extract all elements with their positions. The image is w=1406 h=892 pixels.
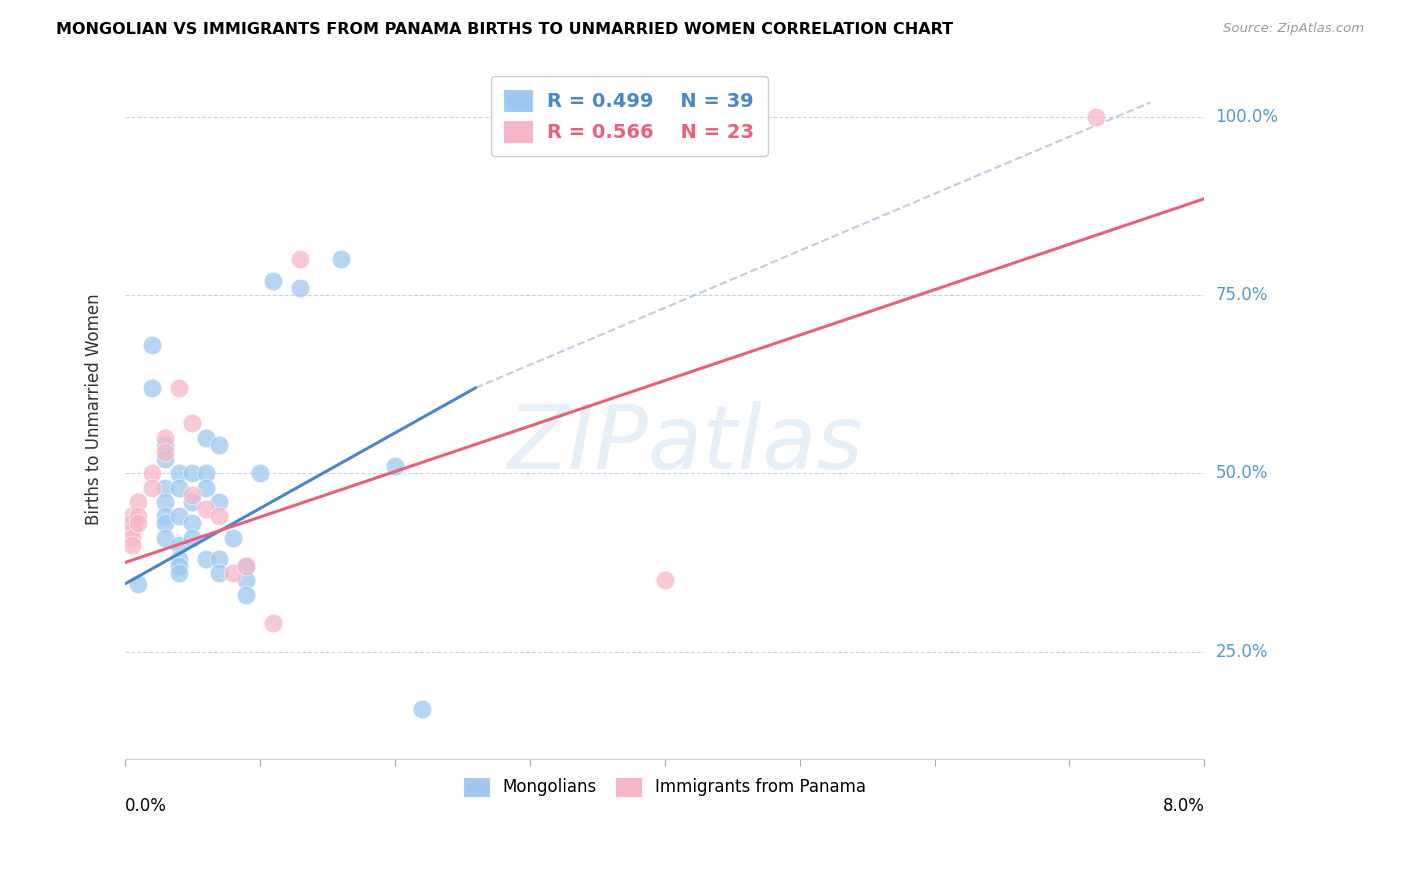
Point bbox=[167, 559, 190, 574]
Point bbox=[1085, 110, 1108, 124]
Point bbox=[290, 252, 312, 267]
Point bbox=[167, 381, 190, 395]
Point bbox=[181, 495, 204, 509]
Point bbox=[127, 577, 149, 591]
Point bbox=[127, 495, 149, 509]
Point bbox=[181, 531, 204, 545]
Point bbox=[181, 417, 204, 431]
Point bbox=[155, 509, 177, 524]
Text: 100.0%: 100.0% bbox=[1216, 108, 1278, 126]
Point bbox=[167, 467, 190, 481]
Text: 0.0%: 0.0% bbox=[125, 797, 167, 815]
Point bbox=[249, 467, 271, 481]
Point bbox=[141, 467, 163, 481]
Y-axis label: Births to Unmarried Women: Births to Unmarried Women bbox=[86, 293, 103, 525]
Point bbox=[235, 588, 257, 602]
Point bbox=[208, 509, 231, 524]
Point bbox=[329, 252, 352, 267]
Point bbox=[208, 566, 231, 581]
Point bbox=[121, 531, 143, 545]
Point bbox=[222, 531, 245, 545]
Point bbox=[384, 459, 406, 474]
Point bbox=[155, 445, 177, 459]
Point bbox=[155, 481, 177, 495]
Point bbox=[194, 552, 217, 566]
Point bbox=[222, 566, 245, 581]
Point bbox=[181, 488, 204, 502]
Point bbox=[411, 702, 433, 716]
Point bbox=[121, 516, 143, 531]
Text: ZIPatlas: ZIPatlas bbox=[509, 401, 865, 487]
Point bbox=[121, 509, 143, 524]
Point bbox=[121, 538, 143, 552]
Point bbox=[208, 552, 231, 566]
Text: MONGOLIAN VS IMMIGRANTS FROM PANAMA BIRTHS TO UNMARRIED WOMEN CORRELATION CHART: MONGOLIAN VS IMMIGRANTS FROM PANAMA BIRT… bbox=[56, 22, 953, 37]
Point bbox=[181, 516, 204, 531]
Point bbox=[262, 616, 284, 631]
Point bbox=[235, 574, 257, 588]
Point bbox=[167, 538, 190, 552]
Point bbox=[155, 431, 177, 445]
Point bbox=[141, 338, 163, 352]
Point bbox=[235, 559, 257, 574]
Point bbox=[208, 438, 231, 452]
Point bbox=[262, 274, 284, 288]
Point bbox=[290, 281, 312, 295]
Point bbox=[654, 574, 676, 588]
Point bbox=[155, 495, 177, 509]
Point bbox=[141, 481, 163, 495]
Text: Source: ZipAtlas.com: Source: ZipAtlas.com bbox=[1223, 22, 1364, 36]
Point bbox=[155, 438, 177, 452]
Point bbox=[194, 467, 217, 481]
Point bbox=[141, 381, 163, 395]
Point bbox=[167, 481, 190, 495]
Point bbox=[127, 516, 149, 531]
Point bbox=[121, 524, 143, 538]
Text: 50.0%: 50.0% bbox=[1216, 465, 1268, 483]
Point bbox=[194, 502, 217, 516]
Text: 25.0%: 25.0% bbox=[1216, 643, 1268, 661]
Point bbox=[194, 431, 217, 445]
Point bbox=[167, 509, 190, 524]
Point bbox=[155, 452, 177, 467]
Point bbox=[127, 509, 149, 524]
Point bbox=[208, 495, 231, 509]
Text: 75.0%: 75.0% bbox=[1216, 286, 1268, 304]
Point bbox=[235, 559, 257, 574]
Legend: Mongolians, Immigrants from Panama: Mongolians, Immigrants from Panama bbox=[457, 771, 872, 803]
Point bbox=[155, 531, 177, 545]
Text: 8.0%: 8.0% bbox=[1163, 797, 1205, 815]
Point bbox=[181, 467, 204, 481]
Point bbox=[194, 481, 217, 495]
Point bbox=[167, 566, 190, 581]
Point bbox=[155, 516, 177, 531]
Point bbox=[167, 552, 190, 566]
